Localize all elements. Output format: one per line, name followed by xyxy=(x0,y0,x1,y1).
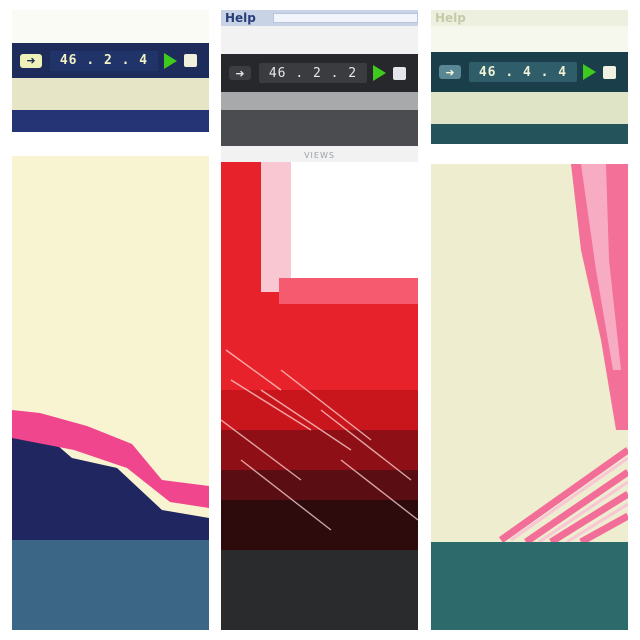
track-strip xyxy=(12,78,209,110)
screenshot-panel-3: Help ➜ 46 . 4 . 4 xyxy=(431,10,628,630)
right-arrow-icon[interactable]: ➜ xyxy=(20,53,42,68)
menu-gap xyxy=(431,26,628,52)
right-arrow-icon[interactable]: ➜ xyxy=(229,66,251,80)
stop-icon[interactable] xyxy=(184,54,197,67)
transport-toolbar: ➜ 46 . 4 . 4 xyxy=(431,52,628,92)
screenshot-panel-2: Help ➜ 46 . 2 . 2 VIEWS xyxy=(221,10,418,630)
panel-footer xyxy=(431,542,628,630)
position-counter: 46 . 2 . 2 xyxy=(259,63,367,83)
ink-shadow xyxy=(12,430,209,540)
position-counter: 46 . 4 . 4 xyxy=(469,62,577,82)
play-icon[interactable] xyxy=(583,64,596,80)
pink-stroke-shape xyxy=(12,410,209,540)
red-stroke-shape xyxy=(221,162,418,550)
track-strip xyxy=(431,92,628,124)
panel-gap xyxy=(221,146,418,162)
transport-toolbar: ➜ 46 . 2 . 2 xyxy=(221,54,418,92)
menu-gap xyxy=(221,26,418,54)
views-label: VIEWS xyxy=(304,151,335,160)
screenshot-panel-1: ➜ 46 . 2 . 4 xyxy=(12,10,209,630)
play-icon[interactable] xyxy=(164,52,177,69)
right-arrow-icon[interactable]: ➜ xyxy=(439,65,461,79)
panel-gap xyxy=(12,132,209,156)
menu-bar: Help xyxy=(431,10,628,26)
menu-help[interactable]: Help xyxy=(225,11,256,25)
menu-search-field[interactable] xyxy=(273,13,418,23)
menu-bar: Help xyxy=(221,10,418,26)
panel-footer xyxy=(221,550,418,630)
ink-pink xyxy=(12,410,209,508)
track-strip-dark xyxy=(12,110,209,132)
menu-help[interactable]: Help xyxy=(435,11,466,25)
track-strip-dark xyxy=(431,124,628,144)
play-icon[interactable] xyxy=(373,65,386,81)
track-strip-dark xyxy=(221,110,418,146)
stop-icon[interactable] xyxy=(603,65,616,79)
transport-toolbar: ➜ 46 . 2 . 4 xyxy=(12,43,209,78)
panel-footer xyxy=(12,540,209,630)
panel-gap xyxy=(431,144,628,164)
track-strip xyxy=(221,92,418,110)
stop-icon[interactable] xyxy=(393,66,406,80)
pink-stroke-shape xyxy=(498,164,628,546)
position-counter: 46 . 2 . 4 xyxy=(50,50,158,71)
